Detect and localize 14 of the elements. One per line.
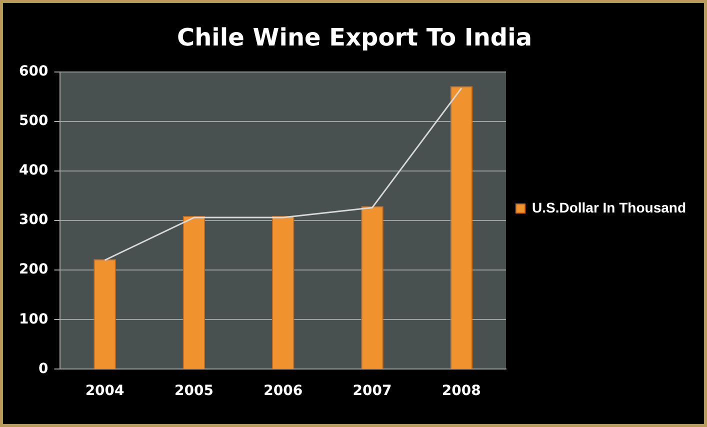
y-tick-label: 600 (18, 63, 48, 80)
x-tick-label: 2007 (352, 383, 392, 400)
x-tick-label: 2008 (442, 383, 481, 400)
y-tick-label: 400 (18, 162, 48, 179)
x-tick-label: 2006 (264, 383, 303, 400)
legend-label: U.S.Dollar In Thousand (532, 199, 686, 216)
chart-title: Chile Wine Export To India (176, 24, 532, 52)
y-tick-label: 500 (18, 113, 48, 130)
y-tick-label: 200 (18, 262, 48, 278)
y-tick-label: 0 (38, 360, 48, 377)
y-tick-label: 300 (18, 212, 48, 228)
x-tick-label: 2004 (85, 383, 125, 400)
y-tick-label: 100 (18, 311, 48, 328)
x-tick-label: 2005 (174, 383, 214, 400)
